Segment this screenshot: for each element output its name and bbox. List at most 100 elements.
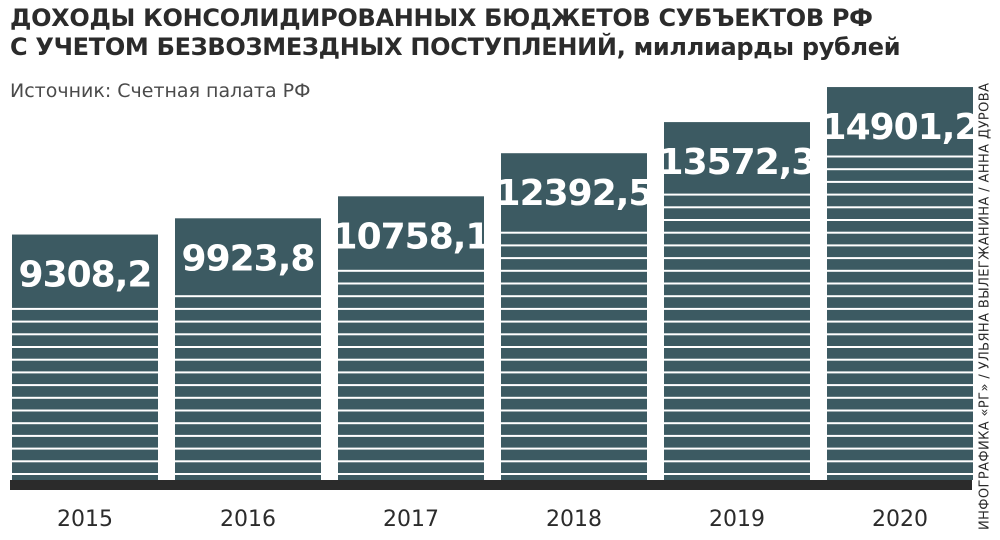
bar-stripe	[12, 333, 158, 336]
bar-stripe	[664, 320, 810, 323]
bar-stripe	[664, 282, 810, 285]
x-tick-label: 2018	[546, 507, 602, 532]
bar-stripe	[827, 358, 973, 361]
bar-stripe	[664, 307, 810, 310]
bar-stripe	[338, 371, 484, 374]
bar-stripe	[175, 333, 321, 336]
bar-stripe	[175, 460, 321, 463]
bar-stripe	[664, 460, 810, 463]
bar-stripe	[827, 333, 973, 336]
bar-group: 9308,2	[12, 234, 158, 480]
bar-stripe	[827, 473, 973, 475]
bar-stripe	[827, 396, 973, 399]
bar-stripe	[12, 434, 158, 437]
bar-stripe	[175, 447, 321, 450]
bar-stripe	[12, 358, 158, 361]
bar-stripe	[501, 358, 647, 361]
bar-stripe	[664, 384, 810, 387]
bar-stripe	[175, 384, 321, 387]
bar-stripe	[12, 320, 158, 323]
bar-stripe	[827, 257, 973, 260]
bar-stripe	[827, 409, 973, 412]
bar	[12, 234, 158, 480]
bar-value-label: 9923,8	[182, 238, 315, 279]
bar-group: 12392,5	[496, 153, 653, 480]
bar-stripe	[664, 193, 810, 196]
bar-stripe	[664, 269, 810, 272]
baseline	[10, 480, 972, 490]
bar-stripe	[338, 346, 484, 348]
bar-stripe	[12, 460, 158, 463]
bar-stripe	[501, 384, 647, 387]
bar-stripe	[175, 473, 321, 475]
bar-stripe	[338, 460, 484, 463]
bar-value-label: 14901,2	[822, 107, 979, 148]
bar-stripe	[827, 447, 973, 450]
bar-stripe	[501, 244, 647, 247]
bar-stripe	[175, 295, 321, 298]
bar-stripe	[501, 307, 647, 310]
bar-stripe	[664, 473, 810, 475]
bar-stripe	[501, 295, 647, 298]
bar-stripe	[12, 409, 158, 412]
bar	[338, 196, 484, 480]
bar-stripe	[501, 320, 647, 323]
bar-stripe	[175, 409, 321, 412]
bar-stripe	[827, 193, 973, 196]
bar-stripe	[338, 396, 484, 399]
bar-stripe	[12, 396, 158, 399]
bar-stripe	[664, 422, 810, 425]
bar-value-label: 12392,5	[496, 173, 653, 214]
bar-stripe	[827, 295, 973, 298]
bar-value-label: 9308,2	[19, 255, 152, 296]
bar-stripe	[501, 269, 647, 272]
bar-stripe	[827, 206, 973, 209]
chart-title-line-2: С УЧЕТОМ БЕЗВОЗМЕЗДНЫХ ПОСТУПЛЕНИЙ, милл…	[10, 33, 901, 61]
bar-stripe	[338, 384, 484, 387]
bar-stripe	[12, 371, 158, 374]
bar-stripe	[175, 320, 321, 323]
bar-stripe	[501, 434, 647, 437]
bar-stripe	[664, 333, 810, 336]
bar-stripe	[827, 434, 973, 437]
bar-stripe	[338, 434, 484, 437]
bar-stripe	[338, 307, 484, 310]
bar-stripe	[827, 384, 973, 387]
bar-stripe	[827, 231, 973, 234]
bar-stripe	[827, 346, 973, 348]
bar-stripe	[827, 269, 973, 272]
bar-stripe	[175, 396, 321, 399]
bar-stripe	[664, 219, 810, 221]
bar-stripe	[664, 231, 810, 234]
bar-stripe	[501, 371, 647, 374]
bar	[501, 153, 647, 480]
bar-stripe	[827, 155, 973, 158]
bar-stripe	[664, 358, 810, 361]
bar-stripe	[827, 282, 973, 285]
bar-stripe	[827, 180, 973, 183]
bar-stripe	[12, 346, 158, 348]
bar-stripe	[664, 346, 810, 348]
bar-stripe	[664, 244, 810, 247]
bar-stripe	[501, 346, 647, 348]
bar-stripe	[338, 358, 484, 361]
bar-value-label: 13572,3	[659, 142, 816, 183]
bar	[664, 122, 810, 480]
bar-stripe	[827, 422, 973, 425]
bar-group: 13572,3	[659, 122, 816, 480]
bar-stripe	[338, 282, 484, 285]
bar-stripe	[664, 371, 810, 374]
bar-stripe	[175, 358, 321, 361]
bar-stripe	[338, 333, 484, 336]
bar-stripe	[338, 320, 484, 323]
bar-stripe	[827, 244, 973, 247]
bar-group: 14901,2	[822, 87, 979, 480]
chart-title: ДОХОДЫ КОНСОЛИДИРОВАННЫХ БЮДЖЕТОВ СУБЪЕК…	[10, 4, 960, 62]
bar-stripe	[175, 346, 321, 348]
bar-stripe	[338, 409, 484, 412]
bar-stripe	[175, 307, 321, 310]
x-tick-label: 2017	[383, 507, 439, 532]
bar-stripe	[501, 231, 647, 234]
